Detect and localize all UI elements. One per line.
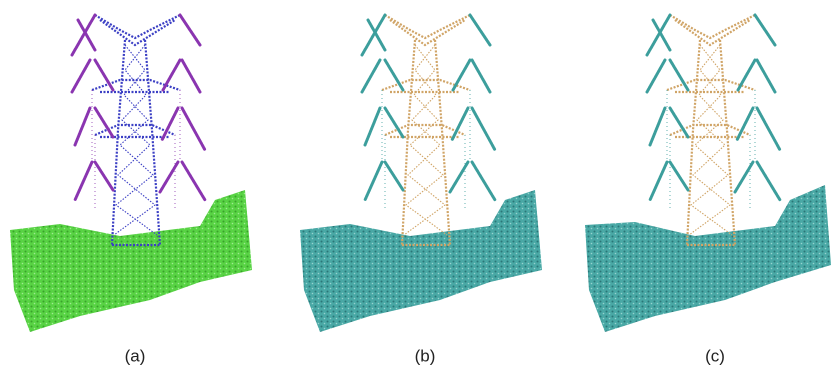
- tower: [72, 15, 205, 245]
- panel-a: [10, 15, 252, 332]
- panel-c: [585, 15, 831, 332]
- panel-b: [300, 15, 542, 332]
- caption: (c): [705, 346, 725, 365]
- tower: [362, 15, 495, 245]
- caption: (b): [415, 346, 436, 365]
- ground-points: [10, 190, 252, 332]
- caption: (a): [125, 346, 146, 365]
- page: (a) (b) (c) (() => { const data = JSON.p…: [0, 0, 831, 374]
- tower: [647, 15, 780, 245]
- ground-points: [585, 185, 831, 332]
- figure: (a) (b) (c): [0, 0, 831, 374]
- ground-points: [300, 190, 542, 332]
